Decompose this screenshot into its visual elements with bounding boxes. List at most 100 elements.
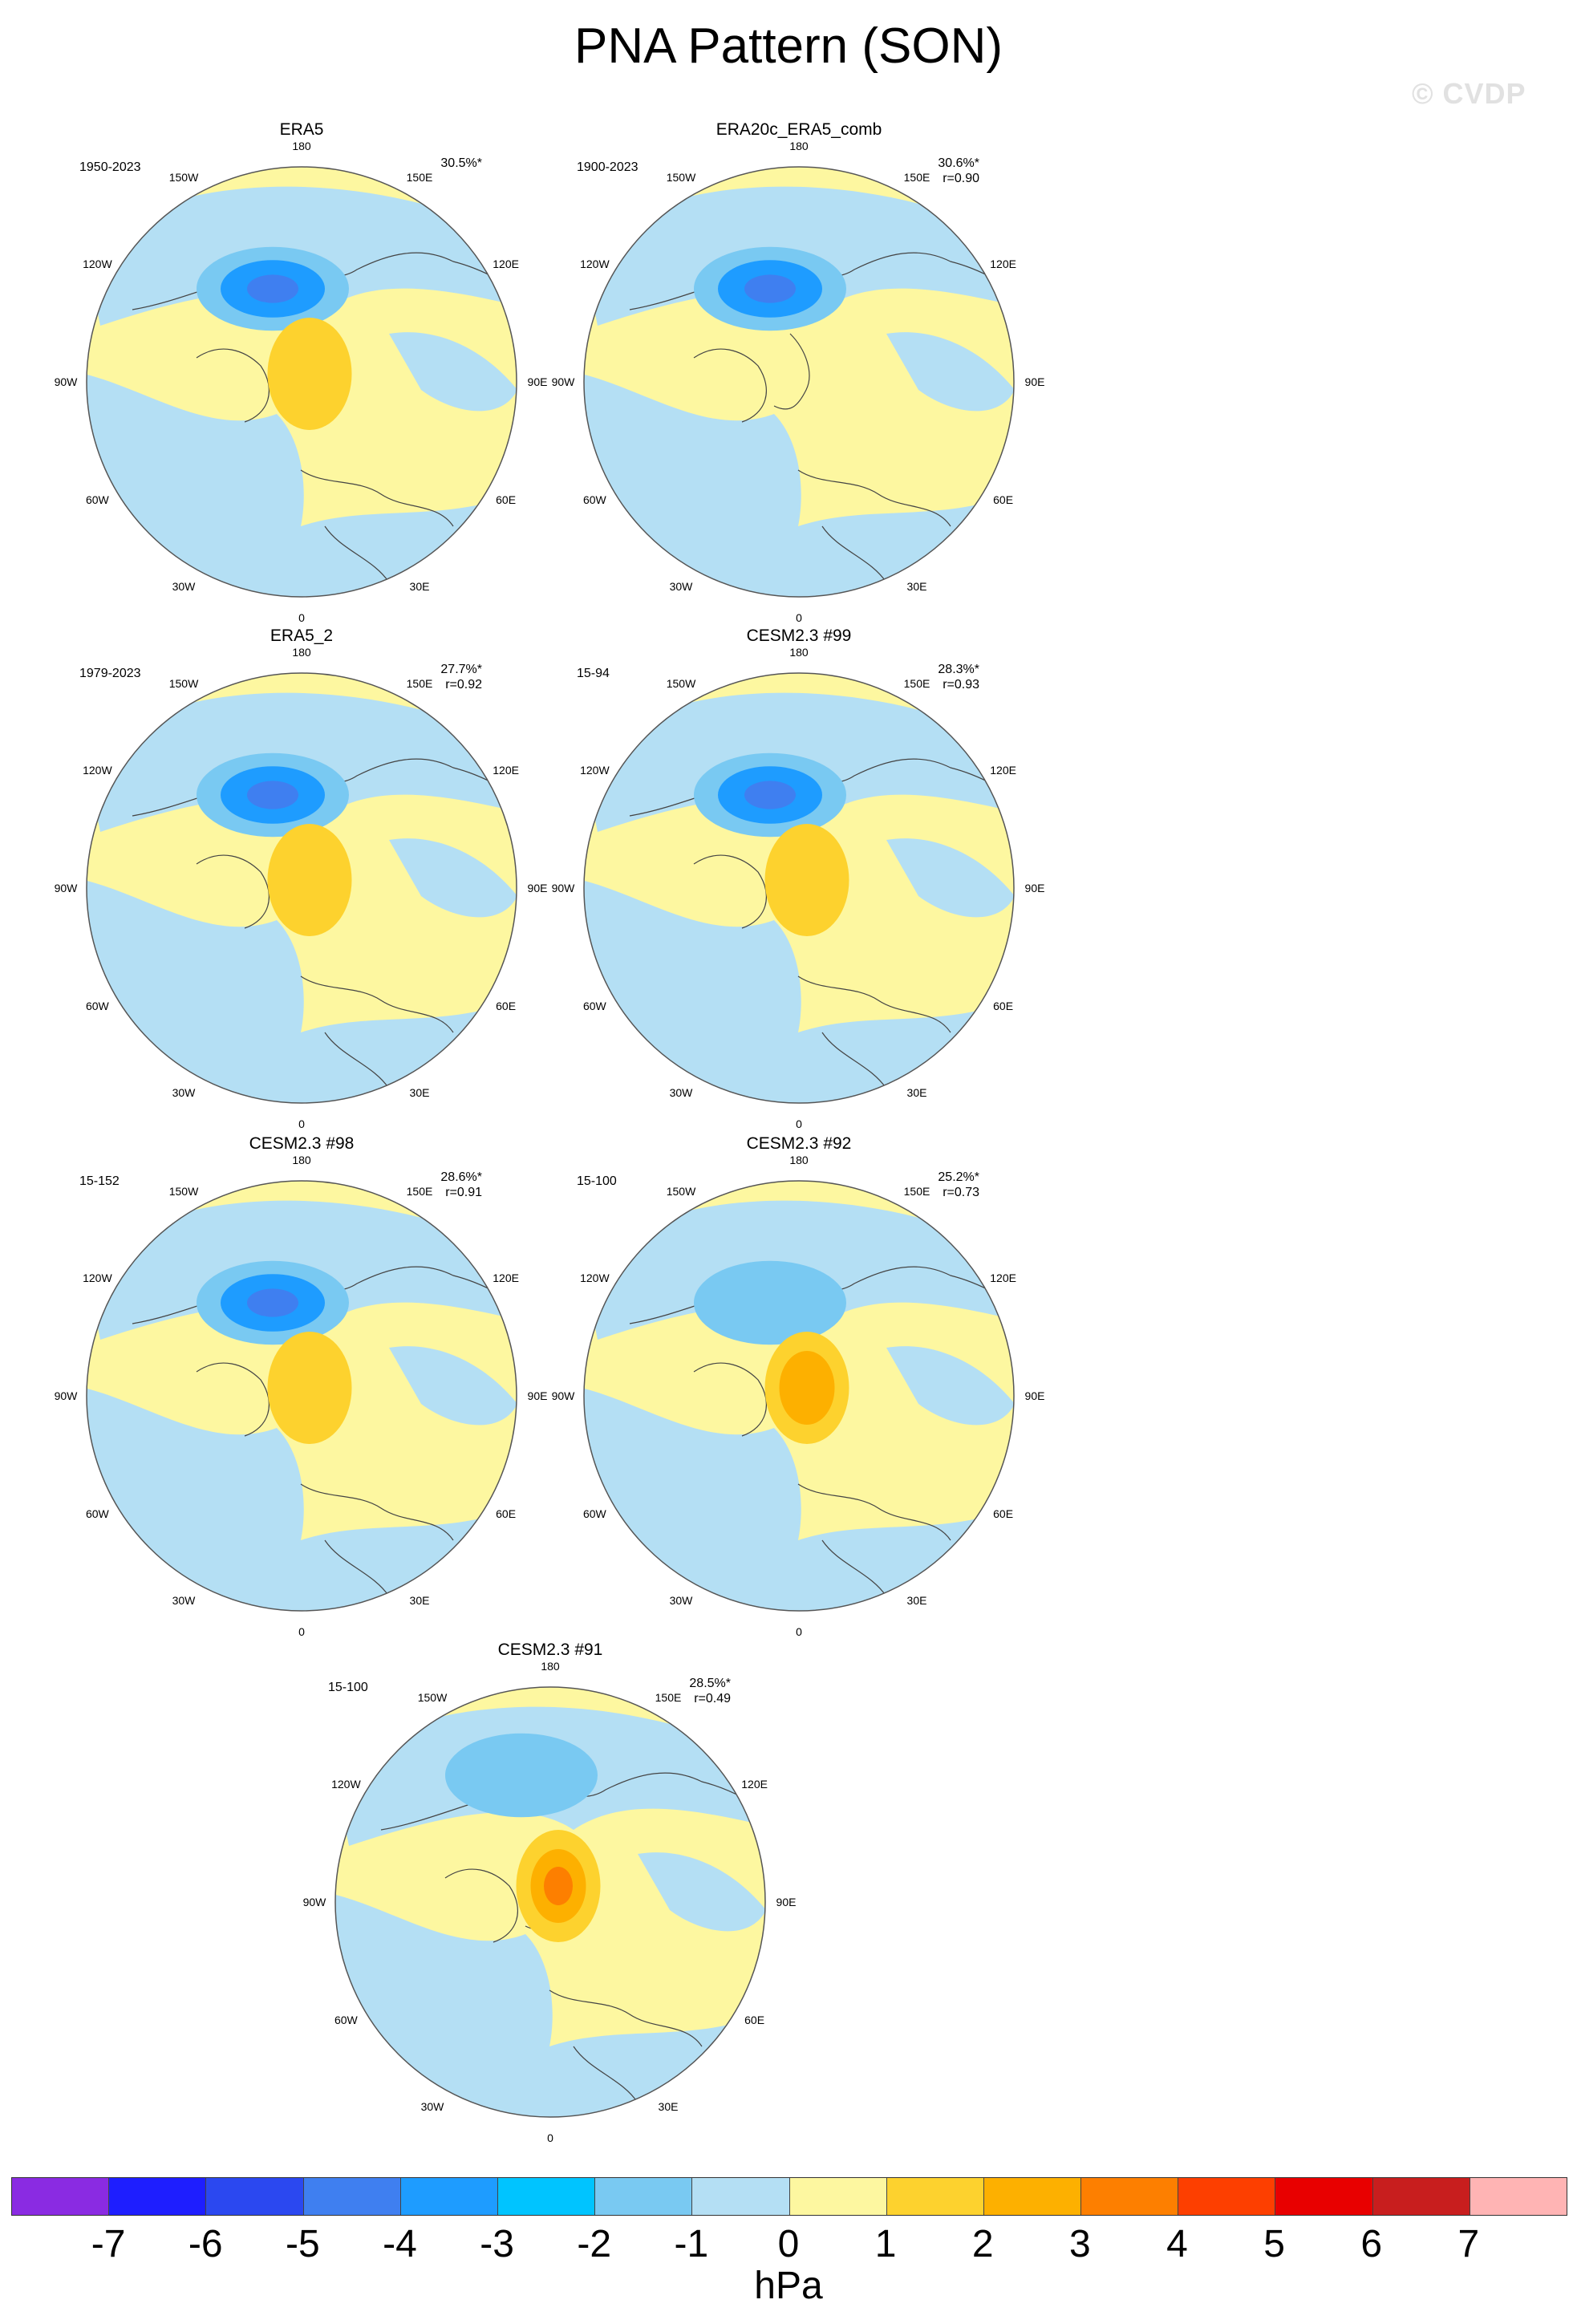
map-boundary — [86, 672, 517, 1104]
colorbar-tick-label: -1 — [674, 2223, 709, 2265]
negative-anomaly — [247, 781, 298, 809]
longitude-label: 90E — [527, 375, 548, 388]
longitude-label: 120E — [990, 1272, 1016, 1284]
longitude-label: 30W — [172, 579, 196, 593]
longitude-label: 120W — [580, 764, 610, 777]
longitude-label: 150E — [655, 1691, 682, 1705]
longitude-label: 180 — [292, 140, 311, 152]
panel-variance: 30.5%* — [440, 156, 482, 170]
longitude-label: 150W — [666, 171, 696, 185]
negative-field — [389, 1346, 517, 1426]
negative-anomaly — [744, 274, 796, 303]
colorbar-tick-label: -2 — [577, 2223, 612, 2265]
longitude-label: 60W — [85, 1000, 109, 1012]
longitude-label: 60W — [85, 1507, 109, 1520]
longitude-label: 90W — [551, 1389, 575, 1402]
panel-period: 15-100 — [328, 1681, 368, 1694]
longitude-label: 120W — [331, 1778, 361, 1791]
longitude-label: 120E — [493, 258, 519, 270]
polar-map — [86, 1180, 517, 1612]
longitude-label: 150W — [666, 1185, 696, 1199]
longitude-label: 90W — [54, 1389, 78, 1402]
longitude-label: 0 — [796, 611, 802, 624]
negative-anomaly — [247, 1288, 298, 1317]
longitude-label: 90E — [527, 882, 548, 894]
longitude-label: 120E — [493, 1272, 519, 1284]
longitude-label: 60W — [582, 1000, 606, 1012]
longitude-label: 120W — [83, 258, 112, 270]
watermark: © CVDP — [1412, 77, 1526, 110]
polar-map — [86, 166, 517, 598]
longitude-label: 30E — [906, 1593, 927, 1607]
panel-correlation: r=0.73 — [943, 1186, 979, 1199]
panel-period: 1979-2023 — [79, 667, 141, 680]
map-boundary — [334, 1686, 766, 2118]
panel-title: CESM2.3 #92 — [746, 1134, 852, 1153]
longitude-label: 30W — [669, 1593, 693, 1607]
map-boundary — [583, 1180, 1015, 1612]
negative-anomaly — [247, 274, 298, 303]
longitude-label: 90W — [54, 375, 78, 388]
positive-anomaly — [544, 1867, 573, 1905]
panel-variance-correlation: 28.6%* r=0.91 — [370, 1170, 482, 1200]
colorbar-swatch — [1470, 2178, 1567, 2215]
polar-map — [583, 1180, 1015, 1612]
positive-anomaly — [779, 1351, 835, 1425]
longitude-label: 60E — [496, 1000, 517, 1012]
negative-field — [389, 332, 517, 412]
panel-title: ERA20c_ERA5_comb — [716, 120, 882, 139]
colorbar-unit: hPa — [754, 2265, 823, 2307]
colorbar-swatch — [206, 2178, 304, 2215]
colorbar-swatch — [595, 2178, 693, 2215]
page-title: PNA Pattern (SON) — [574, 18, 1003, 74]
colorbar-tick-label: -3 — [480, 2223, 514, 2265]
colorbar-swatch — [1081, 2178, 1179, 2215]
longitude-label: 180 — [789, 1154, 809, 1166]
panel-variance: 30.6%* — [938, 156, 979, 170]
colorbar-swatch — [1372, 2178, 1470, 2215]
longitude-label: 60E — [496, 1507, 517, 1520]
panel-variance: 27.7%* — [440, 663, 482, 676]
colorbar-tick-label: 2 — [971, 2223, 994, 2265]
panel-title: CESM2.3 #98 — [249, 1134, 355, 1153]
negative-field — [886, 332, 1014, 412]
map-panel: ERA5_2 1979-2023 27.7%* r=0.92 180 150E 120E 90… — [25, 627, 586, 1130]
longitude-label: 180 — [292, 646, 311, 659]
longitude-label: 0 — [298, 1625, 305, 1638]
longitude-label: 150E — [406, 1185, 433, 1199]
longitude-label: 120E — [990, 764, 1016, 777]
polar-map — [334, 1686, 766, 2118]
longitude-label: 150W — [666, 677, 696, 691]
panel-variance-correlation: 25.2%* r=0.73 — [867, 1170, 979, 1200]
colorbar-tick-label: 7 — [1457, 2223, 1480, 2265]
longitude-label: 60E — [744, 2014, 765, 2026]
longitude-label: 90E — [1024, 882, 1045, 894]
longitude-label: 150W — [168, 171, 199, 185]
colorbar-swatch — [400, 2178, 498, 2215]
colorbar-tick-label: 6 — [1360, 2223, 1383, 2265]
longitude-label: 30E — [409, 1593, 430, 1607]
longitude-label: 60E — [496, 493, 517, 506]
longitude-label: 60E — [993, 1507, 1014, 1520]
panel-period: 15-100 — [577, 1174, 617, 1188]
map-panel: CESM2.3 #99 15-94 28.3%* r=0.93 180 150E 120E 9… — [522, 627, 1084, 1130]
panel-variance: 25.2%* — [938, 1170, 979, 1184]
panel-variance: 28.5%* — [689, 1677, 731, 1690]
longitude-label: 30W — [669, 579, 693, 593]
colorbar-swatch — [789, 2178, 887, 2215]
panel-correlation: r=0.92 — [445, 678, 482, 692]
colorbar-swatch — [1178, 2178, 1276, 2215]
longitude-label: 0 — [796, 1117, 802, 1130]
panel-period: 1900-2023 — [577, 160, 639, 174]
map-boundary — [86, 1180, 517, 1612]
colorbar-tick-label: 5 — [1263, 2223, 1285, 2265]
positive-anomaly — [764, 824, 849, 936]
longitude-label: 90E — [776, 1896, 797, 1908]
panel-title: ERA5_2 — [270, 627, 334, 645]
panel-title: CESM2.3 #91 — [497, 1641, 603, 1659]
colorbar-tick-label: -7 — [91, 2223, 126, 2265]
longitude-label: 30W — [669, 1085, 693, 1099]
negative-field — [886, 1346, 1014, 1426]
longitude-label: 0 — [547, 2131, 553, 2144]
map-boundary — [86, 166, 517, 598]
